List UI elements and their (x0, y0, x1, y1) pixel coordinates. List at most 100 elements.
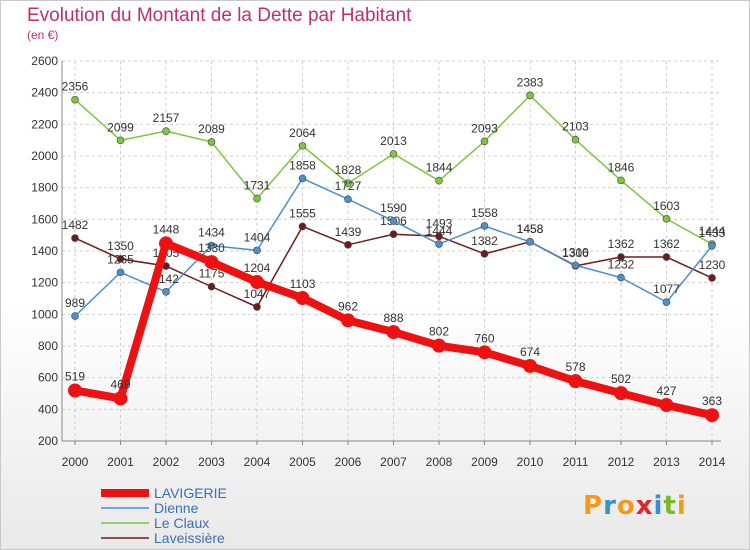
chart-unit: (en €) (27, 28, 59, 42)
data-label: 1230 (699, 258, 726, 272)
x-tick-label: 2005 (289, 455, 316, 469)
data-label: 363 (702, 394, 722, 408)
data-label: 802 (429, 325, 449, 339)
y-tick-label: 1000 (31, 307, 58, 321)
legend-label: Laveissière (154, 530, 225, 546)
data-point (250, 275, 264, 290)
data-label: 2089 (198, 122, 225, 136)
data-label: 2013 (380, 134, 407, 148)
data-point (298, 222, 307, 231)
y-tick-label: 400 (38, 402, 58, 416)
data-point (526, 238, 534, 246)
data-label: 519 (65, 369, 85, 383)
data-point (480, 222, 489, 230)
data-point (162, 127, 170, 135)
data-label: 1047 (244, 287, 271, 301)
data-label: 469 (110, 377, 130, 391)
x-tick-label: 2013 (653, 455, 680, 469)
data-point (116, 255, 125, 263)
data-label: 1362 (653, 237, 680, 251)
data-label: 1204 (244, 261, 271, 275)
data-point (477, 345, 492, 360)
data-label: 502 (611, 372, 631, 386)
data-point (617, 253, 625, 261)
data-label: 1458 (517, 222, 544, 236)
data-label: 1362 (608, 237, 635, 251)
data-label: 1382 (471, 234, 498, 248)
data-label: 1448 (153, 222, 180, 236)
data-label: 962 (338, 299, 358, 313)
y-tick-label: 2400 (31, 86, 58, 100)
data-label: 578 (565, 360, 585, 374)
proxiti-logo: Proxiti (583, 491, 687, 521)
data-point (344, 195, 352, 204)
data-label: 989 (65, 296, 85, 310)
data-label: 1077 (653, 282, 680, 296)
x-tick-label: 2004 (244, 455, 271, 469)
chart-title: Evolution du Montant de la Dette par Hab… (27, 5, 412, 26)
data-label: 2157 (153, 111, 180, 125)
data-label: 1330 (198, 241, 225, 255)
data-label: 1310 (562, 245, 589, 259)
data-point (662, 215, 671, 223)
data-point (708, 274, 716, 282)
data-label: 1858 (289, 158, 316, 172)
data-label: 760 (474, 331, 494, 345)
data-point (526, 91, 534, 100)
data-point (617, 273, 625, 282)
data-label: 1404 (244, 230, 271, 244)
y-tick-label: 2200 (31, 117, 58, 131)
data-point (435, 176, 443, 185)
data-label: 2356 (62, 80, 89, 94)
data-label: 1265 (107, 252, 134, 266)
data-label: 1828 (335, 163, 362, 177)
data-point (253, 194, 261, 203)
data-label: 1350 (107, 239, 134, 253)
y-tick-label: 200 (38, 434, 58, 448)
y-tick-label: 1200 (31, 276, 58, 290)
y-tick-label: 2000 (31, 149, 58, 163)
data-point (662, 298, 671, 306)
data-point (298, 142, 307, 150)
data-point (344, 179, 352, 188)
data-label: 2103 (562, 120, 589, 134)
data-label: 1232 (608, 258, 635, 272)
y-tick-label: 1400 (31, 244, 58, 258)
data-point (617, 176, 625, 185)
data-point (253, 246, 261, 255)
data-point (116, 136, 125, 145)
data-point (341, 313, 355, 328)
data-label: 1306 (562, 246, 589, 260)
data-label: 1727 (335, 179, 362, 193)
data-point (386, 325, 401, 340)
y-tick-label: 2600 (31, 54, 58, 68)
x-tick-label: 2001 (107, 455, 134, 469)
legend-label: Le Claux (154, 515, 209, 531)
x-tick-label: 2003 (198, 455, 225, 469)
data-point (204, 255, 219, 270)
legend-label: Dienne (154, 500, 199, 516)
data-label: 1493 (426, 216, 453, 230)
data-label: 888 (383, 311, 403, 325)
data-point (389, 150, 398, 158)
data-label: 1103 (290, 277, 316, 291)
x-tick-label: 2012 (608, 455, 635, 469)
x-tick-label: 2011 (563, 455, 589, 469)
data-point (571, 261, 580, 270)
data-label: 1844 (426, 161, 453, 175)
y-tick-label: 1600 (31, 212, 58, 226)
data-point (389, 217, 398, 225)
x-tick-label: 2010 (517, 455, 544, 469)
data-label: 2099 (107, 120, 134, 134)
data-point (116, 268, 125, 277)
data-point (705, 408, 719, 423)
data-point (614, 386, 628, 401)
data-point (207, 241, 216, 250)
data-label: 1434 (198, 226, 225, 240)
data-point (207, 138, 216, 146)
data-point (480, 137, 489, 146)
data-point (523, 358, 537, 373)
data-point (435, 232, 443, 241)
data-label: 1439 (335, 225, 362, 239)
